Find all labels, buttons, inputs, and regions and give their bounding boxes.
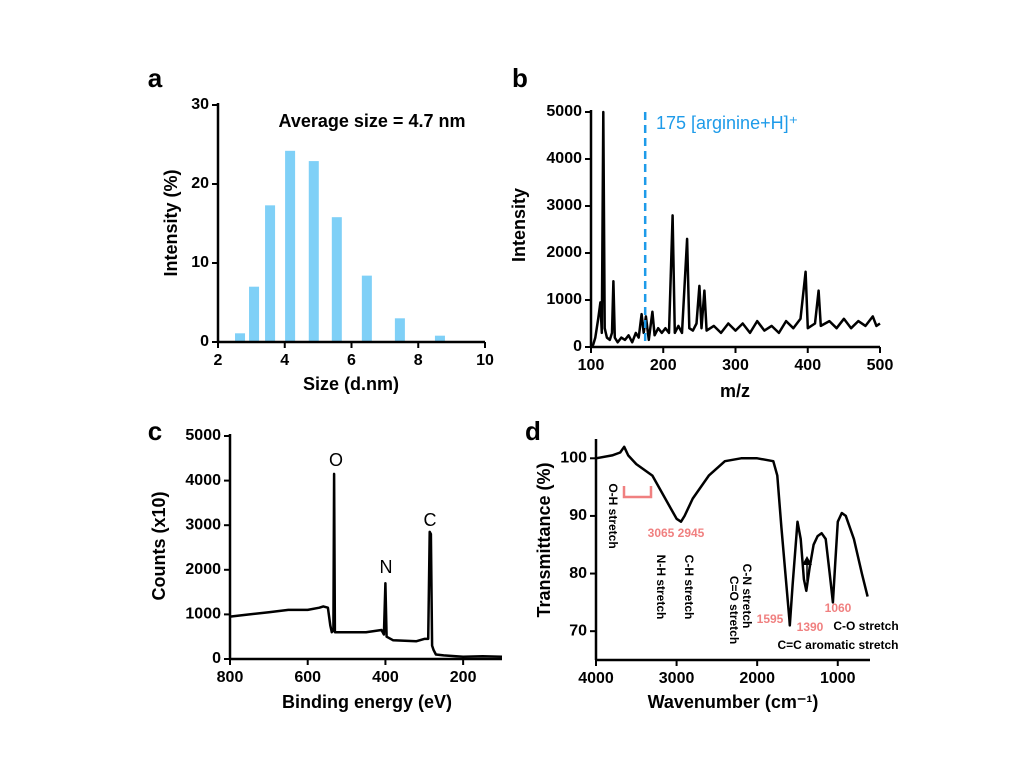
bar xyxy=(265,205,276,342)
y-tick-label: 3000 xyxy=(546,197,582,214)
panel-label: b xyxy=(512,63,528,93)
y-axis-label: Transmittance (%) xyxy=(534,462,554,617)
x-tick-label: 2000 xyxy=(739,670,775,687)
annotation: C xyxy=(424,510,437,530)
data-line xyxy=(595,445,869,627)
bar xyxy=(361,275,372,342)
y-tick-label: 2000 xyxy=(185,561,221,578)
bar xyxy=(249,286,260,342)
oh-bracket xyxy=(622,486,653,499)
x-tick-label: 200 xyxy=(450,669,477,686)
y-tick-label: 0 xyxy=(200,333,209,350)
x-axis-label: m/z xyxy=(720,381,750,401)
x-tick-label: 1000 xyxy=(820,670,856,687)
data-line xyxy=(229,472,503,659)
x-tick-label: 400 xyxy=(794,357,821,374)
panel-label: d xyxy=(525,416,541,446)
x-tick-label: 3000 xyxy=(659,670,695,687)
y-axis-label: Intensity xyxy=(509,188,529,262)
bar xyxy=(394,318,405,342)
y-tick-label: 2000 xyxy=(546,244,582,261)
annotation: Average size = 4.7 nm xyxy=(279,111,466,131)
annotation: C=C aromatic stretch xyxy=(777,638,898,652)
y-tick-label: 0 xyxy=(573,338,582,355)
annotation: 3065 xyxy=(648,526,675,540)
bar xyxy=(331,217,342,342)
annotation: C-N stretch xyxy=(740,564,754,629)
x-tick-label: 6 xyxy=(347,352,356,369)
bar xyxy=(235,333,246,342)
x-tick-label: 8 xyxy=(414,352,423,369)
y-tick-label: 90 xyxy=(569,507,587,524)
x-tick-label: 100 xyxy=(578,357,605,374)
y-tick-label: 5000 xyxy=(185,427,221,444)
annotation: 1060 xyxy=(825,601,852,615)
bar xyxy=(308,161,319,342)
y-tick-label: 4000 xyxy=(185,472,221,489)
x-tick-label: 600 xyxy=(294,669,321,686)
y-axis-label: Intensity (%) xyxy=(161,169,181,276)
y-tick-label: 1000 xyxy=(546,291,582,308)
x-axis-label: Wavenumber (cm⁻¹) xyxy=(648,692,819,712)
annotation: C-H stretch xyxy=(682,555,696,620)
panel-label: c xyxy=(148,416,162,446)
y-tick-label: 1000 xyxy=(185,606,221,623)
y-tick-label: 5000 xyxy=(546,103,582,120)
x-tick-label: 10 xyxy=(476,352,494,369)
x-axis-label: Binding energy (eV) xyxy=(282,692,452,712)
y-tick-label: 3000 xyxy=(185,516,221,533)
annotation: 175 [arginine+H]⁺ xyxy=(656,113,798,133)
y-tick-label: 4000 xyxy=(546,150,582,167)
y-tick-label: 80 xyxy=(569,565,587,582)
bar xyxy=(434,335,445,342)
annotation: 1595 xyxy=(757,612,784,626)
annotation: O-H stretch xyxy=(606,483,620,548)
panel-label: a xyxy=(148,63,163,93)
y-axis-label: Counts (x10) xyxy=(149,491,169,600)
y-tick-label: 0 xyxy=(212,650,221,667)
x-tick-label: 400 xyxy=(372,669,399,686)
x-tick-label: 4 xyxy=(280,352,289,369)
x-tick-label: 4000 xyxy=(578,670,614,687)
y-tick-label: 30 xyxy=(191,96,209,113)
bar xyxy=(285,150,296,342)
annotation: O xyxy=(329,450,343,470)
annotation: N xyxy=(380,557,393,577)
x-tick-label: 500 xyxy=(867,357,894,374)
annotation: C-O stretch xyxy=(833,619,898,633)
annotation: 2945 xyxy=(678,526,705,540)
y-tick-label: 10 xyxy=(191,254,209,271)
y-tick-label: 70 xyxy=(569,622,587,639)
annotation: C=O stretch xyxy=(727,576,741,644)
x-tick-label: 200 xyxy=(650,357,677,374)
x-tick-label: 2 xyxy=(214,352,223,369)
x-tick-label: 300 xyxy=(722,357,749,374)
x-tick-label: 800 xyxy=(217,669,244,686)
annotation: N-H stretch xyxy=(654,555,668,620)
y-tick-label: 20 xyxy=(191,175,209,192)
y-tick-label: 100 xyxy=(560,450,587,467)
data-line xyxy=(590,110,881,348)
annotation: 1390 xyxy=(797,620,824,634)
x-axis-label: Size (d.nm) xyxy=(303,374,399,394)
